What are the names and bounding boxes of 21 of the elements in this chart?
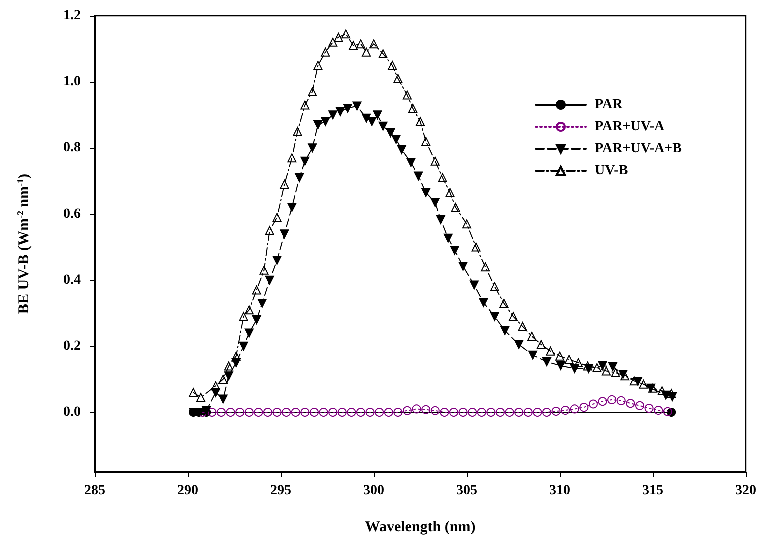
x-tick-label: 285: [84, 484, 106, 498]
x-tick-label: 310: [550, 484, 570, 498]
x-tick-label: 295: [270, 484, 292, 498]
x-axis-title: Wavelength (nm): [365, 520, 476, 536]
x-tick-label: 305: [456, 484, 478, 498]
x-tick-label: 320: [736, 484, 756, 498]
y-tick-label: 0.6: [64, 206, 81, 222]
legend-label: PAR: [595, 98, 624, 112]
y-tick-label: 1.2: [64, 8, 81, 24]
x-tick-label: 300: [364, 484, 384, 498]
y-tick-label: 0.8: [64, 140, 81, 156]
y-tick-label: 0.4: [64, 272, 81, 288]
legend-label: PAR+UV-A+B: [595, 142, 682, 156]
y-tick-label: 1.0: [64, 74, 81, 90]
y-tick-label: 0.0: [64, 405, 81, 420]
x-tick-label: 290: [178, 484, 198, 498]
y-tick-label: 0.2: [64, 338, 81, 354]
legend-label: PAR+UV-A: [595, 120, 666, 134]
x-tick-label: 315: [642, 484, 664, 498]
y-axis-title: BE UV-B (Wm-2 nm-1): [16, 174, 32, 314]
legend-label: UV-B: [595, 164, 628, 178]
